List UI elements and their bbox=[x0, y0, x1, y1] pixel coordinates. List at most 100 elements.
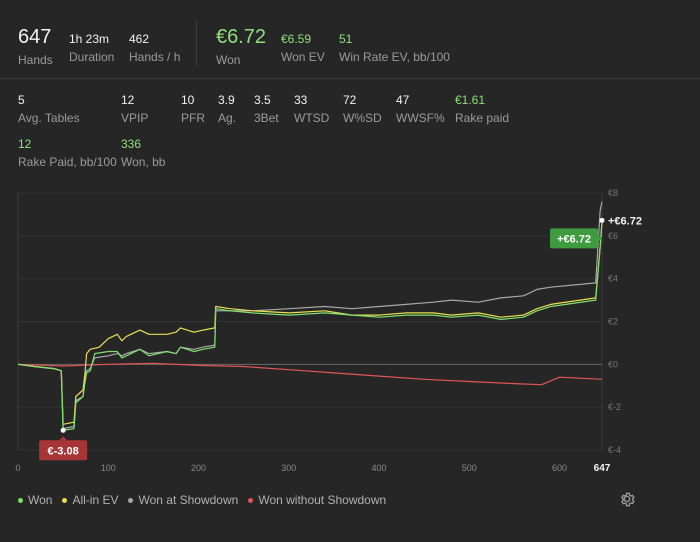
min-badge-label: €-3.08 bbox=[48, 445, 79, 457]
duration-stat: 1h 23m Duration bbox=[69, 32, 114, 64]
rake-paid-label: Rake paid bbox=[455, 111, 510, 125]
legend-dot bbox=[248, 497, 254, 503]
x-tick-label: 600 bbox=[552, 463, 567, 473]
ag-stat: 3.9 Ag. bbox=[218, 93, 236, 125]
legend-dot bbox=[62, 497, 68, 503]
max-badge-label: +€6.72 bbox=[557, 233, 591, 245]
x-tick-label: 400 bbox=[372, 463, 387, 473]
won-ev-stat: €6.59 Won EV bbox=[281, 32, 325, 64]
chart-legend: Won All-in EV Won at Showdown Won without S… bbox=[18, 493, 386, 507]
legend-label: Won at Showdown bbox=[138, 493, 239, 507]
won-bb-value: 336 bbox=[121, 137, 142, 151]
y-tick-label: €0 bbox=[608, 359, 618, 369]
wwsf-label: WWSF% bbox=[396, 111, 445, 125]
x-tick-label: 500 bbox=[462, 463, 477, 473]
hands-stat: 647 Hands bbox=[18, 26, 53, 67]
won-bb-label: Won, bb bbox=[121, 155, 166, 169]
legend-label: Won bbox=[28, 493, 53, 507]
avg-tables-label: Avg. Tables bbox=[18, 111, 80, 125]
min-point bbox=[60, 427, 66, 433]
legend-dot bbox=[128, 497, 134, 503]
summary-separator bbox=[0, 78, 700, 79]
y-tick-label: €2 bbox=[608, 317, 618, 327]
wwsf-value: 47 bbox=[396, 93, 410, 107]
rake-paid-value: €1.61 bbox=[455, 93, 486, 107]
x-tick-label: 100 bbox=[101, 463, 116, 473]
vpip-value: 12 bbox=[121, 93, 135, 107]
rake-bb100-label: Rake Paid, bb/100 bbox=[18, 155, 117, 169]
min-badge bbox=[39, 440, 88, 461]
three-bet-value: 3.5 bbox=[254, 93, 271, 107]
avg-tables-stat: 5 Avg. Tables bbox=[18, 93, 80, 125]
chart-annotations: +€6.72 +€6.72 €-3.08 bbox=[39, 215, 642, 461]
x-tick-label: 200 bbox=[191, 463, 206, 473]
wtsd-stat: 33 WTSD bbox=[294, 93, 329, 125]
wtsd-label: WTSD bbox=[294, 111, 330, 125]
won-bb-stat: 336 Won, bb bbox=[121, 137, 165, 169]
vpip-label: VPIP bbox=[121, 111, 149, 125]
series-line-no-showdown bbox=[17, 362, 603, 386]
rake-bb100-stat: 12 Rake Paid, bb/100 bbox=[18, 137, 117, 169]
wsd-stat: 72 W%SD bbox=[343, 93, 382, 125]
gear-icon[interactable] bbox=[618, 490, 636, 508]
legend-label: All-in EV bbox=[72, 493, 119, 507]
avg-tables-value: 5 bbox=[18, 93, 25, 107]
win-rate-ev-label: Win Rate EV, bb/100 bbox=[339, 50, 450, 64]
won-label: Won bbox=[216, 53, 241, 67]
min-badge-pointer bbox=[59, 436, 68, 441]
rake-paid-stat: €1.61 Rake paid bbox=[455, 93, 509, 125]
pfr-label: PFR bbox=[181, 111, 205, 125]
won-stat: €6.72 Won bbox=[216, 26, 266, 67]
hands-per-hour-label: Hands / h bbox=[129, 50, 181, 64]
profit-chart: €8€6€4€2€0€-2€-4 0 100 200 300 400 500 600 647 … bbox=[15, 188, 642, 474]
vpip-stat: 12 VPIP bbox=[121, 93, 148, 125]
ag-value: 3.9 bbox=[218, 93, 235, 107]
chart-grid bbox=[17, 192, 603, 451]
x-tick-label: 0 bbox=[15, 463, 20, 473]
wwsf-stat: 47 WWSF% bbox=[396, 93, 445, 125]
won-ev-label: Won EV bbox=[281, 50, 325, 64]
x-tick-label: 300 bbox=[281, 463, 296, 473]
y-tick-label: €-4 bbox=[608, 445, 621, 455]
max-value-label: +€6.72 bbox=[608, 215, 642, 227]
hands-label: Hands bbox=[18, 53, 53, 67]
x-tick-label: 647 bbox=[594, 463, 611, 474]
max-point bbox=[599, 217, 605, 223]
chart-series bbox=[17, 201, 603, 431]
hands-value: 647 bbox=[18, 26, 52, 48]
wtsd-value: 33 bbox=[294, 93, 308, 107]
legend-item-no-showdown[interactable]: Won without Showdown bbox=[248, 493, 386, 507]
ag-label: Ag. bbox=[218, 111, 237, 125]
pfr-value: 10 bbox=[181, 93, 195, 107]
hands-per-hour-value: 462 bbox=[129, 32, 150, 46]
duration-label: Duration bbox=[69, 50, 115, 64]
win-rate-ev-value: 51 bbox=[339, 32, 353, 46]
legend-item-won[interactable]: Won bbox=[18, 493, 52, 507]
won-value: €6.72 bbox=[216, 26, 267, 48]
three-bet-stat: 3.5 3Bet bbox=[254, 93, 279, 125]
hands-per-hour-stat: 462 Hands / h bbox=[129, 32, 180, 64]
x-axis-ticks: 0 100 200 300 400 500 600 647 bbox=[15, 463, 610, 474]
win-rate-ev-stat: 51 Win Rate EV, bb/100 bbox=[339, 32, 450, 64]
max-badge-pointer bbox=[598, 234, 602, 243]
series-line-allin-ev bbox=[17, 223, 603, 425]
legend-item-showdown[interactable]: Won at Showdown bbox=[128, 493, 238, 507]
rake-bb100-value: 12 bbox=[18, 137, 32, 151]
legend-label: Won without Showdown bbox=[258, 493, 387, 507]
wsd-value: 72 bbox=[343, 93, 357, 107]
y-axis-ticks: €8 €6 €4 €2 €0 €-2 €-4 bbox=[608, 188, 621, 455]
summary-divider bbox=[196, 20, 197, 66]
wsd-label: W%SD bbox=[343, 111, 382, 125]
legend-item-allin-ev[interactable]: All-in EV bbox=[62, 493, 118, 507]
legend-dot bbox=[18, 497, 23, 503]
three-bet-label: 3Bet bbox=[254, 111, 279, 125]
won-ev-value: €6.59 bbox=[281, 32, 312, 46]
y-tick-label: €6 bbox=[608, 231, 618, 241]
duration-value: 1h 23m bbox=[69, 32, 110, 46]
y-tick-label: €4 bbox=[608, 274, 618, 284]
pfr-stat: 10 PFR bbox=[181, 93, 205, 125]
y-tick-label: €8 bbox=[608, 188, 618, 198]
series-line-won bbox=[17, 220, 603, 431]
y-tick-label: €-2 bbox=[608, 402, 621, 412]
max-badge bbox=[550, 228, 598, 249]
